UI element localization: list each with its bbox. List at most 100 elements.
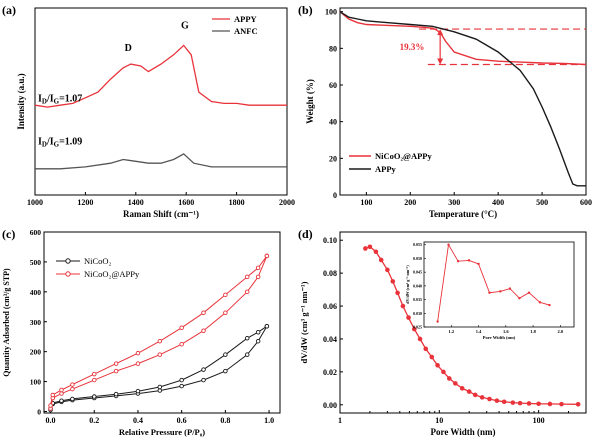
panel-a-ratio-label: ID/IG=1.07 — [38, 94, 82, 106]
panel-c-x-tick-label: 0.2 — [89, 416, 99, 425]
panel-d-y-tick-label: 0.04 — [323, 335, 337, 344]
panel-c-point — [48, 403, 53, 408]
panel-d-frame — [339, 231, 587, 414]
panel-a-x-tick-label: 1200 — [77, 198, 93, 207]
panel-a-xlabel: Raman Shift (cm⁻¹) — [123, 209, 199, 219]
panel-d-inset-line — [437, 243, 550, 322]
panel-c-point — [157, 352, 163, 357]
panel-a-peak-label: G — [181, 21, 189, 32]
panel-b-y-tick-label: 0 — [333, 191, 337, 200]
panel-c-point — [70, 386, 75, 392]
panel-c-point — [135, 350, 141, 356]
panel-d-point — [373, 249, 379, 255]
panel-d-ylabel: dV/dW (cm³ g⁻¹ nm⁻¹) — [299, 281, 309, 363]
panel-a-frame — [34, 7, 288, 196]
panel-c-point — [201, 377, 206, 383]
panel-d-point — [412, 326, 417, 332]
panel-b-y-tick-label: 100 — [325, 8, 337, 17]
panel-a-x-tick-label: 2000 — [279, 198, 295, 207]
panel-b-x-tick-label: 400 — [492, 198, 504, 207]
panel-c-y-tick-label: 300 — [30, 318, 42, 327]
panel-d-point — [547, 401, 553, 407]
panel-b-ylabel: Weight (%) — [305, 79, 315, 124]
panel-c-legend-label: NiCoO₂ — [84, 256, 112, 266]
panel-c-xlabel: Relative Pressure (P/P₀) — [119, 427, 205, 437]
panel-c-x-tick-label: 0.6 — [177, 416, 187, 425]
panel-d-inset-point — [477, 262, 480, 266]
panel-c-point — [244, 274, 250, 280]
panel-c-point — [70, 382, 75, 387]
panel-c-y-tick-label: 0 — [37, 408, 41, 417]
panel-c-point — [201, 310, 206, 316]
panel-d-point — [453, 381, 458, 386]
panel-c-point — [59, 398, 64, 403]
panel-d-point — [406, 315, 411, 320]
panel-c-legend-marker — [65, 271, 71, 277]
panel-d-inset-tick-label: 0.045 — [413, 270, 422, 275]
panel-a-ratio-label: ID/IG=1.09 — [38, 137, 82, 149]
panel-d-point — [487, 396, 492, 402]
panel-c-point — [264, 323, 270, 329]
panel-d-inset-point — [527, 291, 531, 294]
panel-b-y-tick-label: 60 — [329, 81, 337, 90]
panel-a-x-tick-label: 1000 — [27, 198, 43, 207]
panel-d-point — [575, 401, 581, 407]
panel-b-x-tick-label: 100 — [360, 198, 372, 207]
panel-a-legend-label: ANFC — [234, 26, 258, 36]
panel-d-point — [459, 386, 465, 391]
panel-d-point — [472, 392, 478, 398]
panel-d-point — [517, 400, 523, 406]
panel-d-inset-tick-label: 2.0 — [558, 329, 564, 334]
panel-a-peak-label: D — [125, 43, 132, 54]
panel-d-inset-point — [488, 291, 491, 294]
panel-a-ylabel: Intensity (a.u.) — [16, 73, 26, 129]
panel-d-point — [429, 354, 435, 360]
panel-b-annotation: 19.3% — [400, 42, 425, 52]
panel-c-point — [92, 377, 97, 383]
panel-c-point — [59, 387, 64, 393]
panel-d-inset-point — [548, 303, 551, 307]
panel-d-point — [494, 398, 500, 403]
panel-d-point — [441, 369, 446, 375]
panel-c-x-tick-label: 0.8 — [220, 416, 230, 425]
panel-d-xlabel: Pore Width (nm) — [430, 427, 495, 437]
panel-d-inset-point — [518, 297, 521, 300]
panel-a-x-tick-label: 1800 — [229, 198, 245, 207]
panel-d-point — [501, 399, 507, 405]
panel-c-point — [264, 253, 270, 259]
panel-d-point — [395, 290, 400, 296]
panel-d-inset-point — [447, 243, 450, 246]
panel-c-point — [255, 329, 261, 335]
panel-d-inset-tick-label: 0.035 — [413, 297, 422, 302]
panel-c-x-tick-label: 0.4 — [133, 416, 143, 425]
panel-c-point — [244, 289, 250, 295]
panel-d-y-tick-label: 0.02 — [323, 368, 337, 377]
panel-c-y-tick-label: 600 — [30, 228, 42, 237]
panel-d-inset-tick-label: 0.025 — [413, 325, 422, 330]
panel-d-inset-point — [508, 287, 512, 290]
panel-c-point — [113, 368, 119, 374]
panel-d-y-tick-label: 0.10 — [323, 236, 337, 245]
panel-a-x-tick-label: 1400 — [128, 198, 144, 207]
panel-c-point — [179, 377, 184, 383]
panel-c-point — [244, 335, 250, 341]
panel-d-inset-tick-label: 0.040 — [413, 283, 422, 288]
panel-c-point — [223, 352, 228, 357]
panel-c-point — [113, 391, 119, 397]
panel-c-point — [135, 388, 141, 394]
panel-c-point — [50, 392, 55, 398]
panel-a-series-appy — [34, 44, 287, 108]
panel-c-point — [179, 341, 184, 347]
panel-c-point — [157, 388, 163, 393]
panel-c-legend-marker — [65, 258, 71, 264]
panel-c-legend-label: NiCoO₂@APPy — [84, 269, 140, 279]
panel-d-inset-frame — [423, 241, 575, 328]
panel-c-x-tick-label: 0.0 — [46, 416, 56, 425]
panel-d-inset-point — [499, 290, 502, 293]
panel-c-x-tick-label: 1.0 — [264, 416, 274, 425]
panel-d-y-tick-label: 0.06 — [323, 302, 337, 311]
panel-d-x-tick-label: 10 — [435, 416, 443, 425]
panel-b-x-tick-label: 300 — [448, 198, 460, 207]
panel-d-point — [435, 362, 440, 368]
panel-d-point — [417, 336, 423, 342]
